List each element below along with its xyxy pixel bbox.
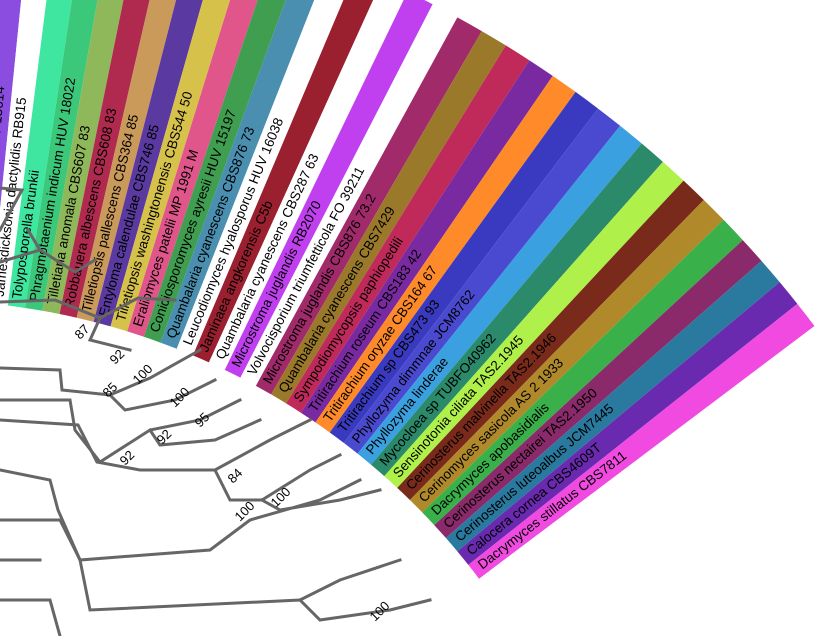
taxon-color-strip <box>127 0 258 337</box>
taxon-color-strip <box>434 240 762 539</box>
taxon-color-strip <box>409 199 724 513</box>
taxon-color-strip <box>240 4 458 386</box>
taxon-color-strip <box>143 0 286 343</box>
taxon-color-strip <box>7 0 72 308</box>
taxon-color-strip <box>0 0 47 306</box>
support-value: 85 <box>100 379 121 400</box>
tree-branch <box>0 186 98 274</box>
taxon-color-strip <box>286 45 530 413</box>
taxon-color-strip <box>468 303 815 579</box>
taxon-color-strip <box>176 0 344 356</box>
support-value: 100 <box>167 384 193 410</box>
taxon-color-strips <box>0 0 815 579</box>
taxon-color-strip <box>208 0 404 370</box>
taxon-color-strip <box>255 17 482 395</box>
taxon-color-strip <box>192 0 374 363</box>
taxon-color-strip <box>315 75 576 433</box>
support-value: 95 <box>192 409 213 430</box>
taxon-color-strip <box>422 219 743 526</box>
taxon-color-strip <box>329 91 599 443</box>
taxon-color-strip <box>397 180 704 500</box>
taxon-color-strip <box>224 0 433 378</box>
support-value: 84 <box>225 465 246 486</box>
taxon-color-strip <box>357 125 642 465</box>
taxon-color-strip <box>42 0 124 315</box>
taxon-color-strip <box>76 0 177 322</box>
taxon-color-strip <box>457 282 798 565</box>
taxon-color-strip <box>445 260 780 552</box>
taxon-color-strip <box>25 0 98 311</box>
taxon-color-strip <box>93 0 203 327</box>
tree-branch <box>0 296 177 352</box>
tree-branches <box>0 186 432 636</box>
taxon-color-strip <box>59 0 150 318</box>
support-value: 100 <box>130 361 156 387</box>
tree-branch <box>0 347 218 412</box>
taxon-color-strip <box>343 108 621 454</box>
taxon-color-strip <box>0 0 22 210</box>
taxon-color-strip <box>160 0 315 349</box>
taxon-color-strip <box>110 0 231 332</box>
taxon-color-strip <box>271 31 506 404</box>
taxon-color-strip <box>300 60 553 423</box>
taxon-color-strip <box>371 143 663 477</box>
tree-branch <box>0 468 382 562</box>
support-value: 100 <box>367 598 393 624</box>
tree-branch <box>0 518 432 636</box>
taxon-color-strip <box>384 161 684 488</box>
